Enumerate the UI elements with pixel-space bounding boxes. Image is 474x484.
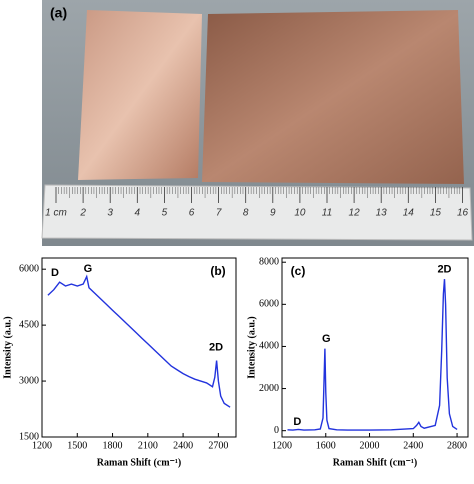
x-axis-label: Raman Shift (cm⁻¹) (97, 457, 181, 468)
x-tick-label: 1500 (67, 440, 87, 451)
ruler-label: 12 (349, 208, 361, 219)
y-axis-label: Intensity (a.u.) (246, 316, 257, 379)
ruler-label: 5 (162, 208, 168, 219)
charts: 1200 1500 1800 2100 2400 27001500300045006000… (2, 257, 469, 468)
peak-label: 2D (437, 263, 451, 275)
y-tick-label: 3000 (19, 375, 39, 386)
y-tick-label: 2000 (259, 383, 279, 394)
ruler-label: 6 (189, 208, 195, 219)
y-tick-label: 0 (274, 425, 279, 436)
ruler-label: 2 (79, 208, 86, 219)
x-tick-label: 2400 (403, 440, 423, 451)
ruler-label: 7 (216, 208, 222, 219)
x-tick-label: 2400 (173, 440, 193, 451)
x-tick-label: 1200 (32, 440, 52, 451)
ruler-label: 3 (107, 208, 113, 219)
y-tick-label: 6000 (19, 263, 39, 274)
x-tick-label: 2800 (447, 440, 467, 451)
copper-foil (202, 10, 464, 184)
spectrum-line (47, 274, 231, 408)
x-tick-label: 2700 (208, 440, 228, 451)
ruler-label: 4 (135, 208, 141, 219)
ruler-label: 1 cm (45, 208, 67, 219)
ruler-label: 8 (243, 208, 249, 219)
y-tick-label: 4000 (259, 341, 279, 352)
panel-label: (a) (50, 5, 67, 21)
panel-label: (b) (210, 264, 225, 278)
plot-frame (281, 257, 469, 438)
ruler-label: 16 (457, 208, 469, 219)
y-tick-label: 4500 (19, 319, 39, 330)
peak-label: 2D (209, 341, 223, 353)
x-tick-label: 2000 (360, 440, 380, 451)
y-tick-label: 8000 (259, 257, 279, 268)
ruler-label: 10 (294, 208, 306, 219)
y-tick-label: 1500 (19, 431, 39, 442)
peak-label: D (293, 416, 301, 428)
ruler-label: 13 (376, 208, 388, 219)
peak-label: G (322, 333, 331, 345)
copper-foil (78, 10, 202, 180)
ruler (41, 184, 473, 241)
photo: 1 cm 2 3 4 5 6 7 8 9 10 11 12 13 14 15 16 (a) (41, 0, 474, 246)
panel-label: (c) (291, 264, 306, 278)
ruler-label: 14 (403, 208, 415, 219)
peak-label: D (51, 267, 59, 279)
x-axis-label: Raman Shift (cm⁻¹) (333, 457, 417, 468)
spectrum-line (287, 279, 458, 431)
plot-frame (41, 257, 237, 438)
peak-label: G (84, 263, 93, 275)
x-tick-label: 1200 (272, 440, 292, 451)
y-axis-label: Intensity (a.u.) (2, 316, 13, 379)
ruler-ticks: 1 cm 2 3 4 5 6 7 8 9 10 11 12 13 14 15 16 (45, 187, 468, 219)
ruler-label: 9 (270, 208, 276, 219)
x-tick-label: 1800 (103, 440, 123, 451)
y-tick-label: 6000 (259, 299, 279, 310)
x-tick-label: 2100 (138, 440, 158, 451)
x-tick-label: 1600 (316, 440, 336, 451)
ruler-label: 15 (430, 208, 442, 219)
ruler-label: 11 (322, 208, 332, 219)
